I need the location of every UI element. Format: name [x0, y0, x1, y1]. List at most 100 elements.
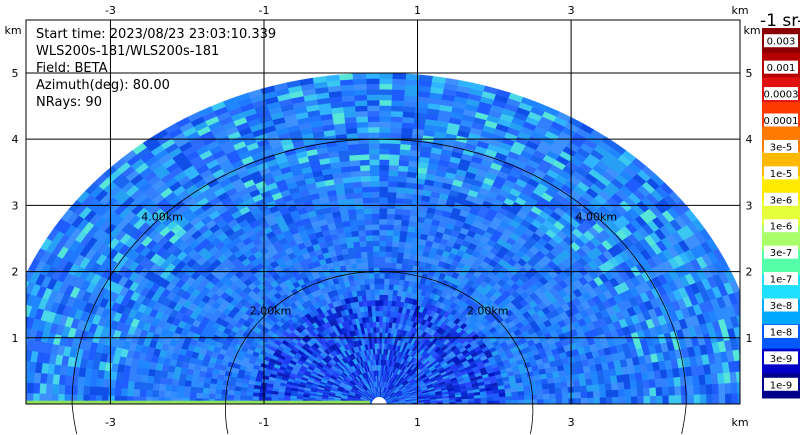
radar-cell [591, 377, 600, 385]
radar-cell [524, 399, 532, 404]
radar-cell [386, 218, 395, 226]
radar-cell [89, 386, 97, 396]
radar-cell [356, 219, 365, 226]
radar-cell [586, 384, 594, 392]
radar-cell [561, 386, 569, 394]
radar-cell [385, 245, 393, 253]
radar-cell [371, 316, 377, 323]
radar-cell [379, 164, 390, 171]
radar-cell [195, 392, 203, 399]
radar-cell [369, 180, 380, 187]
radar-cell [82, 385, 91, 396]
radar-cell [384, 256, 392, 263]
radar-cell [681, 394, 689, 404]
radar-cell [382, 299, 388, 306]
radar-cell [401, 257, 410, 265]
radar-cell [385, 229, 394, 236]
radar-cell [536, 398, 544, 404]
radar-cell [693, 394, 701, 404]
radar-cell [114, 379, 123, 389]
radar-cell [685, 375, 694, 386]
radar-cell [718, 382, 726, 395]
radar-cell [524, 394, 532, 400]
radar-cell [499, 396, 507, 401]
radar-cell [373, 261, 380, 268]
radar-cell [374, 283, 380, 290]
radar-cell [134, 374, 143, 383]
radar-cell [227, 385, 236, 392]
radar-cell [587, 397, 594, 404]
radar-cell [371, 218, 380, 225]
radar-cell [367, 110, 380, 117]
radar-cell [379, 245, 386, 252]
radar-cell [171, 378, 180, 387]
radar-cell [393, 224, 402, 231]
radar-cell [367, 267, 375, 274]
radar-cell [386, 213, 395, 220]
radar-cell [359, 246, 368, 253]
radar-cell [585, 377, 593, 386]
radar-cell [388, 170, 399, 177]
radar-cell [373, 267, 380, 274]
radar-cell [379, 316, 383, 322]
radar-cell [379, 186, 389, 193]
radar-cell [51, 384, 60, 395]
radar-cell [39, 383, 47, 395]
radar-cell [629, 380, 638, 390]
radar-cell [382, 305, 388, 312]
radar-cell [45, 383, 53, 395]
radar-cell [599, 390, 607, 398]
radar-cell [363, 218, 373, 226]
radar-cell [379, 170, 389, 177]
radar-cell [586, 390, 594, 398]
radar-cell [379, 159, 390, 166]
radar-cell [77, 376, 85, 387]
radar-cell [264, 393, 273, 398]
radar-cell [368, 153, 380, 160]
radar-cell [372, 251, 380, 258]
radar-cell [367, 262, 374, 269]
radar-cell [386, 300, 393, 307]
radar-cell [366, 251, 374, 258]
radar-cell [368, 278, 375, 285]
radar-cell [630, 388, 638, 397]
radar-cell [367, 132, 380, 139]
radar-cell [400, 263, 408, 270]
radar-cell [373, 272, 380, 279]
radar-cell [566, 380, 575, 388]
radar-cell [26, 382, 35, 394]
radar-cell [379, 224, 387, 231]
radar-cell [389, 273, 396, 280]
radar-cell [209, 378, 218, 385]
radar-cell [370, 207, 380, 214]
radar-cell [393, 213, 403, 221]
radar-cell [382, 321, 387, 328]
radar-cell [364, 283, 371, 291]
radar-cell [391, 246, 399, 253]
radar-cell [152, 383, 160, 391]
radar-cell [368, 137, 380, 144]
radar-cell [197, 376, 206, 384]
radar-cell [565, 374, 574, 382]
radar-cell [390, 121, 403, 128]
radar-cell [389, 267, 396, 274]
radar-cell [379, 94, 392, 101]
radar-cell [376, 337, 380, 344]
radar-cell [592, 390, 601, 398]
radar-cell [233, 390, 241, 396]
radar-cell [153, 376, 161, 385]
radar-cell [493, 400, 500, 404]
radar-cell [549, 393, 557, 400]
radar-cell [146, 375, 155, 384]
radar-cell [730, 382, 738, 394]
radar-cell [618, 396, 626, 404]
radar-cell [383, 278, 390, 285]
radar-cell [375, 321, 380, 328]
radar-cell [359, 240, 367, 248]
radar-cell [387, 197, 397, 204]
radar-cell [370, 191, 380, 198]
radar-cell [57, 384, 66, 395]
radar-cell [398, 241, 406, 248]
radar-cell [158, 383, 167, 392]
radar-cell [164, 384, 173, 392]
